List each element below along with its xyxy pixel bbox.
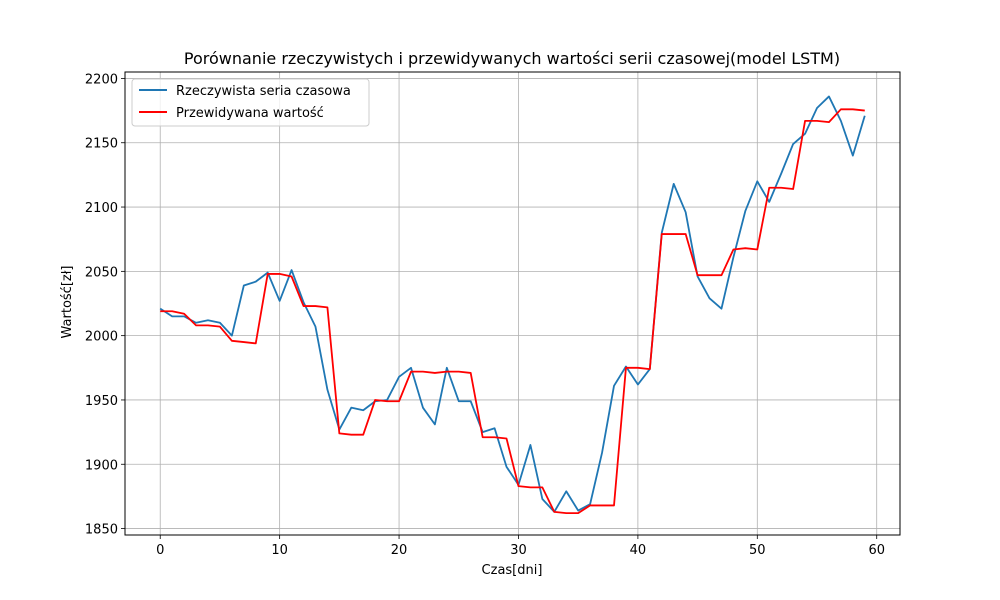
y-tick-label: 2050: [85, 265, 118, 280]
x-axis-title: Czas[dni]: [482, 563, 543, 578]
y-tick-label: 1900: [85, 458, 118, 473]
y-tick-label: 2100: [85, 201, 118, 216]
x-tick-label: 60: [868, 543, 885, 558]
y-tick-label: 1950: [85, 394, 118, 409]
series-line-przewidywana: [160, 108, 865, 515]
legend-label-rzeczywista: Rzeczywista seria czasowa: [176, 84, 351, 99]
y-tick-label: 2150: [85, 137, 118, 152]
y-tick-label: 2200: [85, 72, 118, 87]
legend-label-przewidywana: Przewidywana wartość: [176, 106, 324, 121]
x-tick-label: 10: [271, 543, 288, 558]
grid-lines: [125, 72, 900, 535]
x-tick-label: 40: [630, 543, 647, 558]
x-tick-label: 50: [749, 543, 766, 558]
x-tick-label: 30: [510, 543, 527, 558]
axis-ticks: 0 10 20 30 40 50 60 1850 1900 1950 2000 2050 2100 215…: [85, 72, 885, 558]
chart-title: Porównanie rzeczywistych i przewidywanyc…: [184, 49, 840, 68]
y-tick-label: 1850: [85, 523, 118, 538]
series-line-rzeczywista: [159, 95, 866, 513]
legend: Rzeczywista seria czasowa Przewidywana w…: [131, 78, 370, 127]
legend-box: [131, 78, 370, 127]
x-tick-label: 20: [391, 543, 408, 558]
plot-frame: [124, 71, 901, 536]
x-tick-label: 0: [156, 543, 164, 558]
data-series: [159, 95, 866, 515]
y-axis-title: Wartość[zł]: [60, 266, 75, 339]
y-tick-label: 2000: [85, 330, 118, 345]
